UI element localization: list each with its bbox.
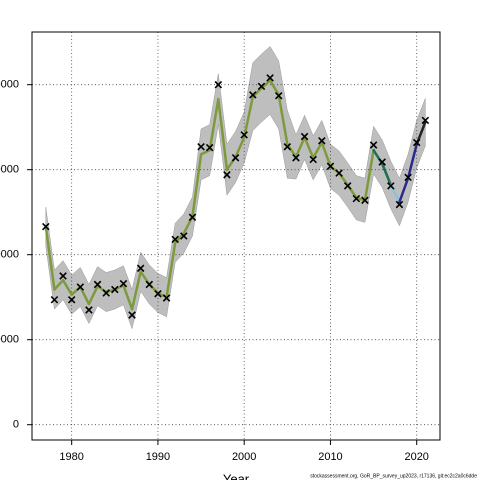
estimate-segment (363, 148, 375, 202)
observation (145, 280, 154, 289)
observation (180, 232, 188, 240)
y-tick-label: 0 (13, 419, 19, 431)
observation (257, 82, 266, 91)
estimate-segment (53, 278, 65, 291)
x-tick-label: 1990 (146, 451, 170, 463)
observation (404, 173, 412, 182)
observation (361, 196, 369, 205)
observation (292, 154, 300, 162)
estimate-segment (61, 278, 73, 296)
observation (197, 142, 205, 151)
estimate-segment (87, 284, 99, 306)
estimate-segment (79, 285, 91, 306)
observation (274, 91, 283, 100)
observation (93, 280, 102, 289)
estimate-segment (406, 142, 418, 180)
observation (111, 285, 119, 294)
observation (421, 116, 430, 125)
observation (42, 222, 50, 231)
estimate-segment (165, 241, 177, 299)
estimate-segment (217, 97, 229, 171)
observation (59, 272, 67, 280)
observation (300, 132, 309, 141)
observation (76, 283, 85, 291)
x-tick-label: 1980 (59, 451, 83, 463)
estimate-segment (242, 95, 255, 139)
estimate-segment (199, 148, 211, 156)
observation (326, 162, 335, 171)
observation (266, 74, 274, 82)
estimate-segment (122, 284, 134, 311)
observation (249, 91, 257, 99)
observation (335, 169, 343, 177)
estimate-segment (294, 136, 306, 159)
footer: stockassessment.org, GoR_BP_survey_up202… (310, 473, 477, 479)
estimate-segment (251, 86, 263, 98)
estimate-segment (398, 176, 410, 204)
observation (136, 264, 145, 273)
observation (283, 142, 292, 151)
confidence-band (45, 46, 426, 330)
estimate-segment (303, 136, 315, 160)
observation (223, 171, 231, 179)
y-tick-label: 10000 (0, 334, 19, 346)
observation (378, 158, 386, 166)
observation (343, 182, 352, 190)
estimate-segment (130, 270, 142, 311)
estimate-segment (268, 79, 280, 97)
estimate-segment (320, 141, 332, 168)
observation (352, 194, 361, 203)
observation (214, 80, 223, 89)
observation (102, 289, 110, 297)
observation (128, 311, 136, 319)
estimate-segment (311, 141, 324, 160)
observation (395, 200, 404, 209)
x-tick-label: 2010 (318, 451, 342, 463)
observation (119, 279, 128, 288)
observation (240, 131, 248, 139)
estimate-segment (277, 93, 289, 146)
observation (369, 141, 378, 149)
x-tick-label: 2000 (232, 451, 256, 463)
observation (318, 137, 326, 145)
observation (67, 295, 76, 304)
observation (205, 143, 214, 152)
observation (162, 294, 171, 302)
y-tick-label: 30000 (0, 164, 19, 176)
x-axis-label: Year (223, 471, 250, 480)
plot-frame (31, 31, 441, 441)
x-tick-label: 2020 (404, 451, 428, 463)
observation (154, 290, 162, 298)
observation (387, 182, 395, 190)
observation (171, 235, 179, 244)
estimate-segment (234, 136, 246, 159)
observation (50, 295, 59, 304)
y-tick-label: 40000 (0, 79, 19, 91)
estimate-segment (208, 97, 220, 152)
observation (231, 154, 240, 162)
estimate-segment (380, 162, 393, 187)
observation (412, 138, 421, 147)
estimate-segment (44, 225, 56, 291)
observation (188, 213, 197, 222)
observation (85, 306, 93, 314)
estimate-segment (191, 153, 203, 218)
observation (309, 155, 317, 164)
